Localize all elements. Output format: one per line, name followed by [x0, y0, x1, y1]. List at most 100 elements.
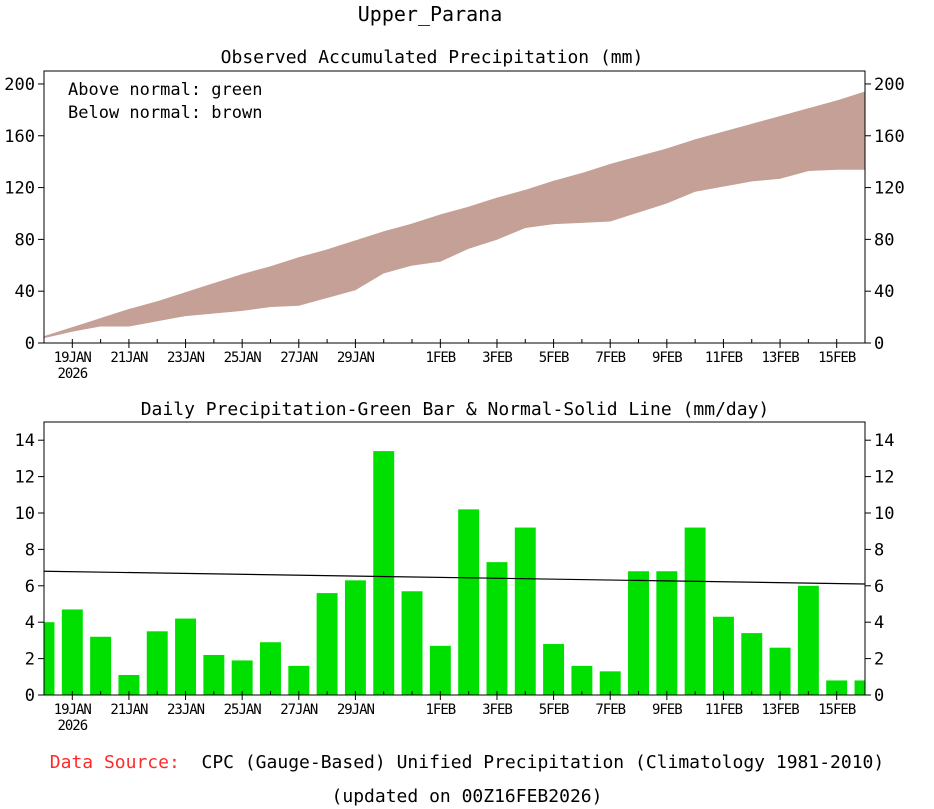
daily-bar	[231, 660, 253, 695]
accumulated-area	[43, 91, 866, 339]
daily-bar	[543, 644, 565, 695]
accumulated-segment	[638, 148, 668, 213]
x-tick-label: 5FEB	[539, 702, 569, 718]
daily-bar	[769, 647, 791, 695]
accumulated-legend: Above normal: green Below normal: brown	[68, 80, 262, 123]
x-tick-label: 15FEB	[818, 702, 856, 718]
x-tick-label: 21JAN	[110, 702, 148, 718]
daily-bar	[146, 631, 168, 695]
daily-bar	[486, 562, 508, 695]
daily-bar	[344, 580, 366, 695]
accumulated-segment	[411, 214, 441, 266]
accumulated-segment	[100, 308, 130, 327]
daily-bar	[741, 633, 763, 695]
x-tick-label: 15FEB	[818, 350, 856, 366]
accumulated-segment	[128, 301, 158, 327]
y-tick-label-right: 0	[874, 334, 884, 354]
accumulated-segment	[808, 100, 837, 172]
daily-bar	[826, 680, 848, 695]
x-tick-label: 7FEB	[595, 350, 625, 366]
updated-line: (updated on 00Z16FEB2026)	[0, 786, 934, 807]
x-tick-label: 11FEB	[705, 702, 743, 718]
y-tick-label-left: 0	[25, 686, 35, 706]
accumulated-segment	[751, 115, 781, 182]
accumulated-segment	[72, 317, 101, 332]
y-tick-label-left: 2	[25, 650, 35, 670]
x-tick-label: 23JAN	[167, 350, 205, 366]
daily-bar	[458, 509, 480, 695]
y-tick-label-left: 0	[25, 334, 35, 354]
figure-title: Upper_Parana	[358, 2, 503, 26]
x-tick-label: 3FEB	[482, 350, 512, 366]
accumulated-axes: 0 0 40 40 80 80 120 120 160 160 200 200 19JAN 21JAN 23…	[4, 75, 904, 382]
x-tick-label: 9FEB	[652, 702, 682, 718]
data-source-label: Data Source:	[49, 752, 180, 773]
daily-bar	[854, 680, 865, 695]
y-tick-label-right: 80	[874, 230, 894, 250]
daily-bar	[797, 585, 819, 695]
daily-bar	[656, 571, 678, 695]
accumulated-segment	[213, 273, 243, 314]
y-tick-label-left: 4	[25, 613, 35, 633]
daily-bar	[203, 654, 225, 695]
legend-above-normal: Above normal: green	[68, 80, 262, 100]
accumulated-segment	[553, 172, 583, 225]
y-tick-label-right: 10	[874, 504, 894, 524]
daily-title: Daily Precipitation-Green Bar & Normal-S…	[141, 399, 770, 420]
x-tick-label: 19JAN	[54, 702, 92, 718]
x-tick-label: 11FEB	[705, 350, 743, 366]
x-tick-label: 3FEB	[482, 702, 512, 718]
daily-panel: Daily Precipitation-Green Bar & Normal-S…	[15, 399, 895, 734]
accumulated-segment	[383, 223, 413, 274]
y-tick-label-left: 120	[4, 179, 35, 199]
y-tick-label-right: 160	[874, 127, 905, 147]
accumulated-segment	[723, 123, 753, 187]
x-tick-label: 29JAN	[337, 350, 375, 366]
accumulated-segment	[666, 139, 696, 204]
x-tick-label: 21JAN	[110, 350, 148, 366]
daily-bar	[175, 618, 197, 695]
x-tick-label: 13FEB	[761, 350, 799, 366]
daily-bar	[684, 527, 706, 695]
accumulated-segment	[836, 91, 866, 170]
daily-bar	[571, 665, 593, 695]
y-tick-label-right: 40	[874, 282, 894, 302]
x-tick-label: 25JAN	[224, 350, 262, 366]
daily-bar	[401, 591, 423, 695]
accumulated-segment	[440, 206, 469, 262]
accumulated-segment	[298, 249, 328, 306]
daily-bar	[61, 609, 83, 695]
y-tick-label-left: 200	[4, 75, 35, 95]
x-year-label: 2026	[57, 718, 87, 734]
daily-bar	[288, 665, 310, 695]
data-source-line: Data Source: CPC (Gauge-Based) Unified P…	[0, 752, 934, 773]
accumulated-segment	[694, 131, 724, 192]
y-tick-label-left: 160	[4, 127, 35, 147]
data-source-text: CPC (Gauge-Based) Unified Precipitation …	[201, 752, 885, 773]
daily-bar	[260, 642, 281, 695]
accumulated-title: Observed Accumulated Precipitation (mm)	[221, 47, 644, 68]
y-tick-label-left: 6	[25, 577, 35, 597]
x-tick-label: 27JAN	[280, 350, 318, 366]
accumulated-plot-frame	[43, 70, 866, 344]
x-tick-label: 13FEB	[761, 702, 799, 718]
x-tick-label: 9FEB	[652, 350, 682, 366]
x-tick-label: 1FEB	[425, 350, 455, 366]
accumulated-segment	[185, 283, 215, 317]
y-tick-label-right: 12	[874, 468, 894, 488]
accumulated-segment	[779, 108, 809, 179]
accumulated-segment	[270, 257, 300, 308]
x-tick-label: 7FEB	[595, 702, 625, 718]
daily-bar	[118, 674, 140, 695]
daily-normal-line	[43, 570, 866, 585]
y-tick-label-left: 12	[15, 468, 35, 488]
accumulated-segment	[326, 240, 356, 299]
daily-bar	[628, 571, 649, 695]
y-tick-label-left: 80	[15, 230, 35, 250]
y-tick-label-right: 4	[874, 613, 884, 633]
daily-bar	[373, 451, 395, 695]
daily-bar	[712, 616, 734, 695]
daily-bar	[514, 527, 536, 695]
y-tick-label-left: 14	[15, 431, 35, 451]
